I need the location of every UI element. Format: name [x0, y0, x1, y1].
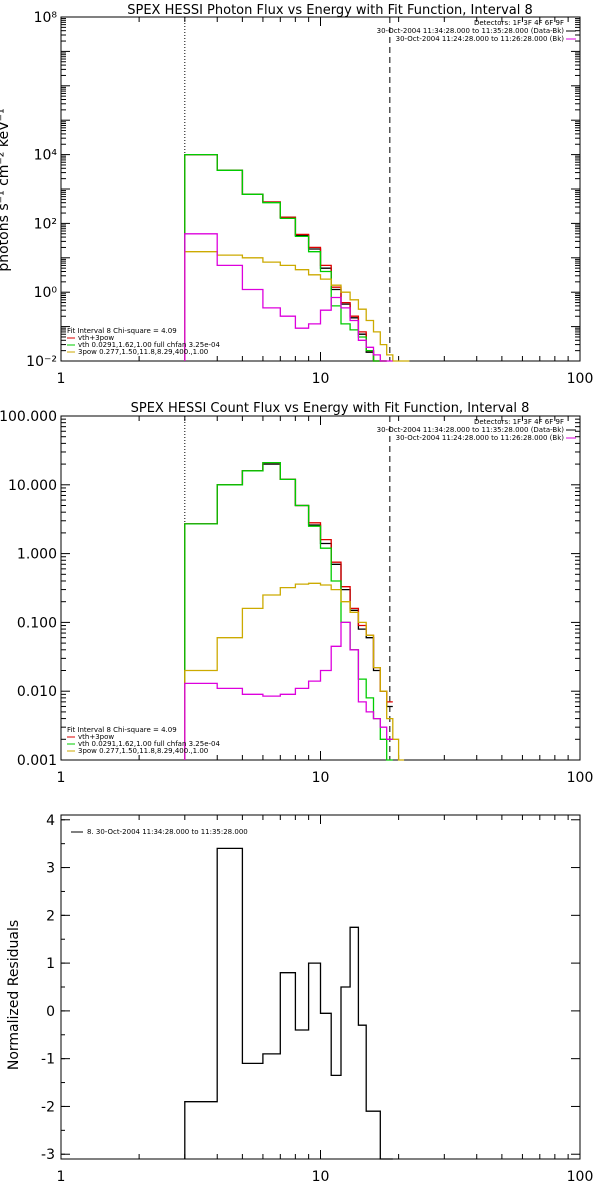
residuals-panel: Normalized Residuals 1 10 100 -3 -2 -1 0 1 2 3 4 8.… — [6, 813, 593, 1185]
photon-flux-ylabel: photons s⁻¹ cm⁻² keV⁻¹ — [0, 108, 12, 271]
legend-top-entry: 30-Oct-2004 11:24:28.000 to 11:26:28.000… — [396, 434, 565, 442]
y-tick-label: 1.000 — [17, 547, 57, 563]
series-2-histogram — [184, 461, 393, 761]
legend-bottom-entry: vth 0.0291,1.62,1.00 full chfan 3.25e-04 — [78, 740, 220, 748]
x-tick-label: 10 — [312, 1169, 330, 1185]
series-4-histogram — [184, 621, 393, 760]
x-tick-label: 100 — [567, 1169, 594, 1185]
y-tick-label: 10² — [34, 216, 57, 232]
legend-bottom-entry: 3pow 0.277,1.50,11.8,8.29,400.,1.00 — [78, 348, 208, 356]
x-tick-label: 1 — [57, 770, 66, 786]
series-0-histogram — [184, 463, 393, 760]
y-tick-label: 10⁰ — [34, 285, 58, 301]
series-2-histogram — [184, 153, 387, 362]
legend-bottom-entry: vth 0.0291,1.62,1.00 full chfan 3.25e-04 — [78, 341, 220, 349]
x-tick-label: 10 — [312, 371, 330, 387]
count-flux-title: SPEX HESSI Count Flux vs Energy with Fit… — [131, 401, 530, 416]
legend-top-entry: 30-Oct-2004 11:24:28.000 to 11:26:28.000… — [396, 35, 565, 43]
y-tick-label: 4 — [46, 813, 55, 829]
y-tick-label: -3 — [41, 1147, 55, 1163]
series-3-histogram — [184, 582, 405, 761]
legend-top-entry: 30-Oct-2004 11:34:28.000 to 11:35:28.000… — [377, 426, 565, 434]
y-tick-label: 10⁴ — [34, 148, 58, 164]
legend-bottom-entry: vth+3pow — [78, 733, 114, 741]
y-tick-label: 2 — [46, 908, 55, 924]
legend-top-entry: Detectors: 1F 3F 4F 6F 9F — [474, 19, 564, 27]
x-tick-label: 1 — [57, 1169, 66, 1185]
plot-frame — [60, 16, 581, 362]
y-tick-label: -1 — [41, 1052, 55, 1068]
x-tick-label: 1 — [57, 371, 66, 387]
y-tick-label: 10.000 — [8, 478, 57, 494]
y-tick-label: 100.000 — [0, 409, 57, 425]
photon-flux-title: SPEX HESSI Photon Flux vs Energy with Fi… — [127, 3, 533, 18]
series-0-histogram — [184, 847, 393, 1160]
y-tick-label: 0.001 — [17, 753, 57, 769]
y-tick-label: 0.010 — [17, 684, 57, 700]
series-4-histogram — [184, 233, 393, 362]
legend-bottom-entry: 3pow 0.277,1.50,11.8,8.29,400.,1.00 — [78, 747, 208, 755]
y-tick-label: 1 — [46, 956, 55, 972]
y-tick-label: -2 — [41, 1099, 55, 1115]
plot-frame — [60, 415, 581, 761]
y-tick-label: 3 — [46, 861, 55, 877]
count-flux-panel: SPEX HESSI Count Flux vs Energy with Fit… — [0, 401, 593, 786]
y-tick-label: 10⁻² — [26, 354, 57, 370]
residuals-ylabel: Normalized Residuals — [6, 920, 22, 1070]
legend-top-entry: Detectors: 1F 3F 4F 6F 9F — [474, 418, 564, 426]
x-tick-label: 100 — [567, 371, 594, 387]
y-tick-label: 0 — [46, 1004, 55, 1020]
y-tick-label: 0.100 — [17, 615, 57, 631]
legend-bottom-entry: Fit Interval 8 Chi-square = 4.09 — [67, 726, 177, 734]
legend-bottom-entry: vth+3pow — [78, 334, 114, 342]
photon-flux-panel: SPEX HESSI Photon Flux vs Energy with Fi… — [0, 3, 593, 387]
legend-top-entry: 8. 30-Oct-2004 11:34:28.000 to 11:35:28.… — [87, 828, 248, 836]
series-1-histogram — [184, 461, 393, 760]
x-tick-label: 100 — [567, 770, 594, 786]
x-tick-label: 10 — [312, 770, 330, 786]
legend-top-entry: 30-Oct-2004 11:34:28.000 to 11:35:28.000… — [377, 27, 565, 35]
series-3-histogram — [184, 251, 410, 362]
legend-bottom-entry: Fit Interval 8 Chi-square = 4.09 — [67, 327, 177, 335]
y-tick-label: 10⁸ — [34, 10, 58, 26]
